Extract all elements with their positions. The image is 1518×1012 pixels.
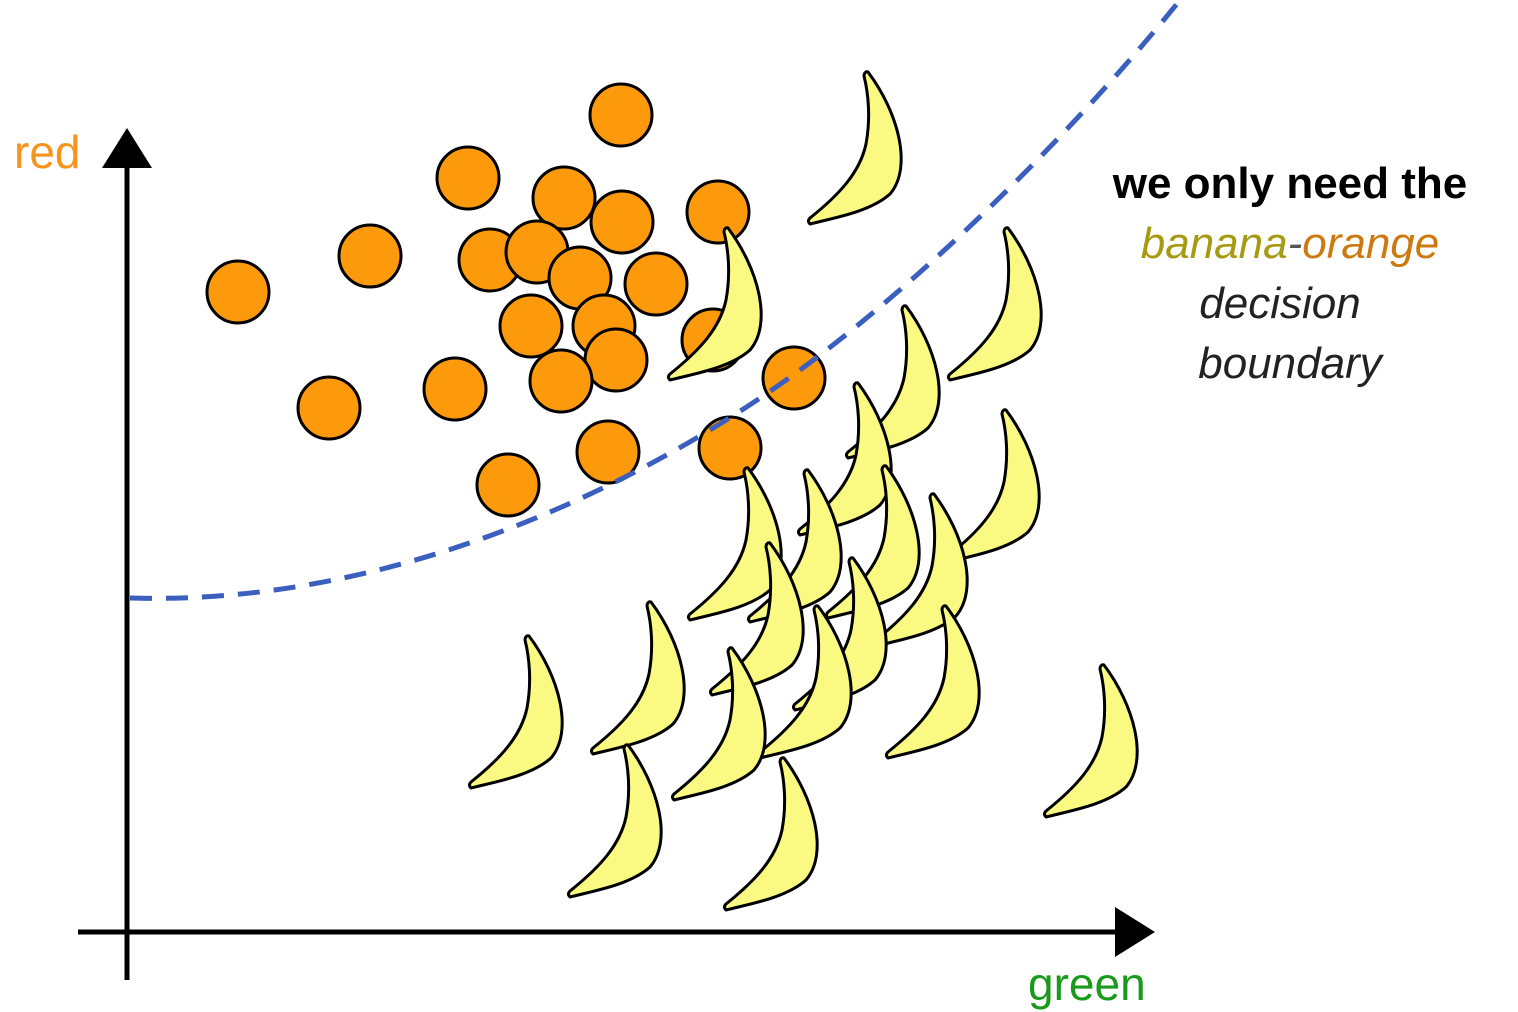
banana (669, 228, 762, 380)
orange (585, 329, 647, 391)
orange (500, 295, 562, 357)
page: {"axes": {"y_label": "red", "x_label": "… (0, 0, 1518, 1012)
orange (590, 84, 652, 146)
banana (1045, 665, 1138, 817)
orange (477, 454, 539, 516)
orange (298, 377, 360, 439)
orange (699, 417, 761, 479)
orange (207, 261, 269, 323)
banana (809, 72, 902, 224)
orange (625, 253, 687, 315)
x-axis-label: green (1028, 958, 1146, 1010)
orange (533, 167, 595, 229)
orange (530, 350, 592, 412)
orange (424, 358, 486, 420)
orange (437, 147, 499, 209)
banana (949, 228, 1042, 380)
annotation-word: - (1288, 219, 1303, 268)
annotation-line: banana-orange (1141, 219, 1440, 268)
y-axis-label: red (14, 126, 80, 178)
orange (591, 191, 653, 253)
orange (687, 181, 749, 243)
annotation-line: decision (1199, 279, 1360, 328)
banana (569, 745, 662, 897)
diagram: red green we only need the banana-orange… (0, 0, 1518, 1012)
annotation-word: banana (1141, 219, 1288, 268)
annotation-line: boundary (1198, 339, 1384, 388)
orange (339, 225, 401, 287)
annotation-line: we only need the (1112, 159, 1468, 208)
banana (592, 602, 685, 754)
annotation-word: orange (1302, 219, 1439, 268)
banana (470, 636, 563, 788)
